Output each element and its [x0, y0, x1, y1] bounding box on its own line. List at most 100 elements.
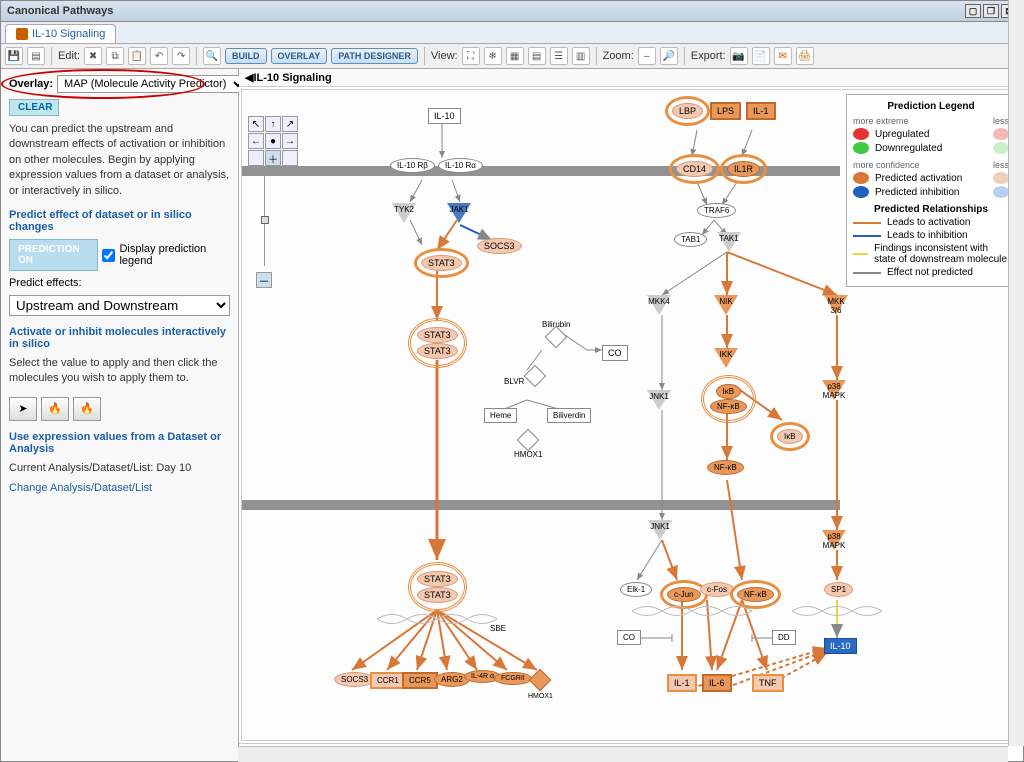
- node-ikb-nfkb[interactable]: IκBNF-κB: [701, 375, 756, 423]
- overlay-select[interactable]: MAP (Molecule Activity Predictor): [57, 75, 247, 93]
- node-tnf[interactable]: TNF: [752, 674, 784, 692]
- export1-icon[interactable]: 📷: [730, 47, 748, 65]
- build-button[interactable]: BUILD: [225, 48, 267, 64]
- titlebar: Canonical Pathways ▢ ❐ ⊠: [1, 1, 1023, 22]
- node-jnk1[interactable]: JNK1: [647, 390, 671, 412]
- node-biliverdin[interactable]: Biliverdin: [547, 408, 591, 423]
- node-il1[interactable]: IL-1: [746, 102, 776, 120]
- clear-button[interactable]: CLEAR: [9, 99, 59, 116]
- scrollbar-vertical[interactable]: [1008, 0, 1024, 746]
- overlay-button[interactable]: OVERLAY: [271, 48, 328, 64]
- save-all-icon[interactable]: ▤: [27, 47, 45, 65]
- snow-icon[interactable]: ❄: [484, 47, 502, 65]
- nav-e[interactable]: →: [282, 133, 298, 149]
- prediction-on-button[interactable]: PREDICTION ON: [9, 239, 98, 271]
- node-il10ra[interactable]: IL-10 Rα: [438, 158, 483, 173]
- node-ikb2[interactable]: IκB: [770, 422, 810, 451]
- node-nfkb2[interactable]: NF-κB: [707, 460, 744, 475]
- node-il1r[interactable]: IL1R: [720, 154, 767, 184]
- overlay-label: Overlay:: [9, 78, 53, 90]
- zoomin-icon[interactable]: 🔎: [660, 47, 678, 65]
- list2-icon[interactable]: ▥: [572, 47, 590, 65]
- pointer-tool[interactable]: ➤: [9, 397, 37, 421]
- node-il10b[interactable]: IL-10: [824, 638, 857, 654]
- node-il6[interactable]: IL-6: [702, 674, 732, 692]
- node-nik[interactable]: NIK: [714, 295, 738, 317]
- inhibit-tool[interactable]: 🔥: [73, 397, 101, 421]
- current-analysis: Current Analysis/Dataset/List: Day 10: [9, 461, 230, 476]
- node-mkk36[interactable]: MKK 3/6: [824, 295, 848, 317]
- nav-nw[interactable]: ↖: [248, 116, 264, 132]
- node-cd14[interactable]: CD14: [669, 154, 720, 184]
- maximize-button[interactable]: ❐: [983, 4, 999, 18]
- fit-icon[interactable]: ⛶: [462, 47, 480, 65]
- node-tab1[interactable]: TAB1: [674, 232, 707, 247]
- edit-label: Edit:: [58, 50, 80, 62]
- node-fcgr[interactable]: FCGRII: [494, 672, 532, 685]
- change-analysis-link[interactable]: Change Analysis/Dataset/List: [9, 482, 230, 494]
- node-heme[interactable]: Heme: [484, 408, 517, 423]
- redo-icon[interactable]: ↷: [172, 47, 190, 65]
- copy-icon[interactable]: ⧉: [106, 47, 124, 65]
- node-hmox1[interactable]: HMOX1: [514, 432, 542, 459]
- node-hmox1b[interactable]: HMOX1: [528, 672, 553, 700]
- node-blvr[interactable]: BLVR: [504, 368, 543, 386]
- nav-c[interactable]: ●: [265, 133, 281, 149]
- node-lps[interactable]: LPS: [710, 102, 741, 120]
- nav-w[interactable]: ←: [248, 133, 264, 149]
- node-stat3b[interactable]: STAT3STAT3: [408, 318, 467, 368]
- print-icon[interactable]: 🖨: [796, 47, 814, 65]
- paste-icon[interactable]: 📋: [128, 47, 146, 65]
- predict-effects-select[interactable]: Upstream and Downstream: [9, 295, 230, 316]
- node-co[interactable]: CO: [602, 345, 628, 361]
- activate-tool[interactable]: 🔥: [41, 397, 69, 421]
- minimize-button[interactable]: ▢: [965, 4, 981, 18]
- node-p38[interactable]: p38 MAPK: [822, 380, 846, 402]
- node-il1b[interactable]: IL-1: [667, 674, 697, 692]
- scrollbar-horizontal[interactable]: [238, 746, 1008, 762]
- legend-checkbox[interactable]: [102, 249, 115, 262]
- nav-ne[interactable]: ↗: [282, 116, 298, 132]
- node-socs3a[interactable]: SOCS3: [477, 238, 522, 254]
- tab-label: IL-10 Signaling: [32, 28, 105, 40]
- zoom-slider[interactable]: [264, 176, 280, 266]
- delete-icon[interactable]: ✖: [84, 47, 102, 65]
- node-jnk1b[interactable]: JNK1: [648, 520, 672, 542]
- node-p38b[interactable]: p38 MAPK: [822, 530, 846, 552]
- search-icon[interactable]: 🔍: [203, 47, 221, 65]
- node-tak1[interactable]: TAK1: [717, 232, 741, 254]
- node-elk1[interactable]: Elk-1: [620, 582, 652, 597]
- save-icon[interactable]: 💾: [5, 47, 23, 65]
- undo-icon[interactable]: ↶: [150, 47, 168, 65]
- nav-minus[interactable]: －: [256, 272, 272, 288]
- node-mkk4[interactable]: MKK4: [647, 295, 671, 317]
- node-stat3c[interactable]: STAT3STAT3: [408, 562, 467, 612]
- node-ikk[interactable]: IKK: [714, 348, 738, 370]
- node-tyk2[interactable]: TYK2: [392, 203, 416, 225]
- dna-mid: [632, 602, 752, 620]
- node-socs3[interactable]: SOCS3: [334, 672, 375, 687]
- zoomout-icon[interactable]: –: [638, 47, 656, 65]
- node-sp1[interactable]: SP1: [824, 582, 853, 597]
- pathdesigner-button[interactable]: PATH DESIGNER: [331, 48, 418, 64]
- layout1-icon[interactable]: ▦: [506, 47, 524, 65]
- nav-plus[interactable]: ＋: [265, 150, 281, 166]
- export2-icon[interactable]: 📄: [752, 47, 770, 65]
- node-il10rb[interactable]: IL-10 Rβ: [390, 158, 435, 173]
- node-lbp[interactable]: LBP: [665, 96, 710, 126]
- tab-il10[interactable]: IL-10 Signaling: [5, 24, 116, 43]
- node-co2[interactable]: CO: [617, 630, 641, 645]
- node-cfos[interactable]: c-Fos: [700, 582, 734, 597]
- node-traf6[interactable]: TRAF6: [697, 203, 736, 218]
- node-dd[interactable]: DD: [772, 630, 796, 645]
- node-stat3a[interactable]: STAT3: [414, 248, 469, 278]
- layout2-icon[interactable]: ▤: [528, 47, 546, 65]
- pathway-canvas[interactable]: ↖↑↗ ←●→ ＋ －: [241, 89, 1021, 741]
- node-il10[interactable]: IL-10: [428, 108, 461, 124]
- node-bilirubin[interactable]: Bilirubin: [542, 320, 570, 347]
- export3-icon[interactable]: ✉: [774, 47, 792, 65]
- node-ccr5[interactable]: CCR5: [402, 672, 438, 689]
- node-ccr1[interactable]: CCR1: [370, 672, 406, 689]
- node-jak1[interactable]: JAK1: [447, 203, 471, 225]
- list-icon[interactable]: ☰: [550, 47, 568, 65]
